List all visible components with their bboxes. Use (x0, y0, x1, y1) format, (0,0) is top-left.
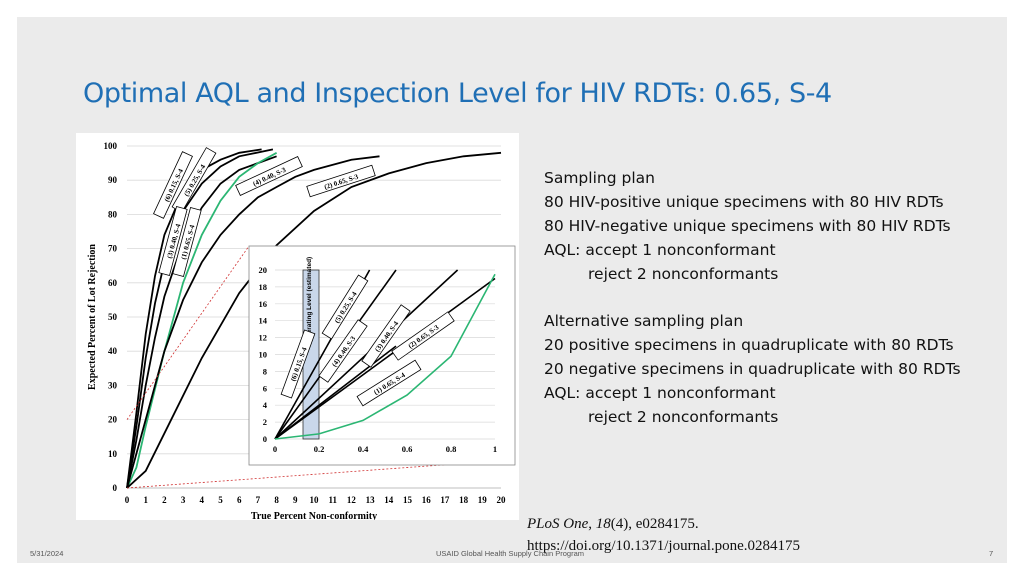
series-label: (4) 0.40, S-3 (235, 156, 303, 196)
y-tick-label: 80 (108, 209, 118, 219)
inset-y-tick-label: 0 (263, 434, 267, 444)
x-tick-label: 8 (274, 495, 279, 505)
slide-title: Optimal AQL and Inspection Level for HIV… (83, 78, 832, 109)
series-label-box (321, 274, 369, 340)
inset-y-tick-label: 2 (263, 417, 267, 427)
series-label-box (158, 206, 188, 276)
sampling-plan-heading: Sampling plan (544, 169, 655, 187)
y-tick-label: 40 (108, 346, 118, 356)
alt-plan-block: Alternative sampling plan 20 positive sp… (544, 309, 961, 429)
series-line (126, 155, 380, 489)
inset-y-tick-label: 8 (263, 366, 267, 376)
y-tick-label: 10 (108, 449, 118, 459)
footer-date: 5/31/2024 (30, 549, 64, 558)
zoom-connector (126, 245, 250, 420)
x-tick-label: 5 (218, 495, 223, 505)
footer-org: USAID Global Health Supply Chain Program (436, 549, 584, 558)
series-label-box (235, 156, 303, 196)
x-tick-label: 2 (162, 495, 167, 505)
inset-y-tick-label: 12 (259, 333, 268, 343)
series-label-box (306, 164, 376, 198)
inset-x-tick-label: 0 (273, 444, 277, 454)
inset-x-tick-label: 0.4 (358, 444, 369, 454)
inset-series-line (274, 277, 496, 440)
y-axis-label: Expected Percent of Lot Rejection (87, 244, 98, 390)
sampling-plan-line: reject 2 nonconformants (588, 265, 779, 283)
alt-plan-line: 20 positive specimens in quadruplicate w… (544, 336, 954, 354)
x-tick-label: 15 (403, 495, 413, 505)
y-tick-label: 60 (108, 278, 118, 288)
inset-y-tick-label: 14 (259, 316, 268, 326)
series-label-box (153, 151, 193, 219)
sampling-plan-line: 80 HIV-negative unique specimens with 80… (544, 217, 951, 235)
x-tick-label: 10 (310, 495, 320, 505)
y-tick-label: 0 (113, 483, 118, 493)
x-tick-label: 11 (328, 495, 337, 505)
x-tick-label: 9 (293, 495, 298, 505)
inset-y-tick-label: 20 (259, 265, 268, 275)
y-tick-label: 50 (108, 312, 118, 322)
series-label-box (391, 311, 455, 361)
x-tick-label: 18 (459, 495, 469, 505)
series-line (126, 152, 278, 489)
series-label-box (318, 319, 368, 383)
y-tick-label: 100 (104, 141, 118, 151)
inset-series-line (274, 273, 496, 440)
y-tick-label: 20 (108, 415, 118, 425)
series-line (126, 151, 502, 489)
alt-plan-line: AQL: accept 1 nonconformant (544, 384, 776, 402)
inset-frame (248, 245, 516, 466)
operating-level-label: Operating Level (estimated) (306, 257, 313, 343)
inset-x-tick-label: 0.6 (402, 444, 413, 454)
series-label-box (280, 329, 316, 399)
alt-plan-line: reject 2 nonconformants (588, 408, 779, 426)
alt-plan-line: 20 negative specimens in quadruplicate w… (544, 360, 961, 378)
sampling-plan-block: Sampling plan 80 HIV-positive unique spe… (544, 166, 951, 286)
series-label-box (356, 359, 422, 407)
footer-page-number: 7 (989, 549, 994, 558)
x-tick-label: 4 (200, 495, 205, 505)
sampling-plan-line: AQL: accept 1 nonconformant (544, 241, 776, 259)
x-tick-label: 17 (440, 495, 450, 505)
x-tick-label: 12 (347, 495, 357, 505)
y-tick-label: 30 (108, 380, 118, 390)
x-tick-label: 3 (181, 495, 186, 505)
inset-x-tick-label: 0.8 (446, 444, 457, 454)
x-tick-label: 7 (256, 495, 261, 505)
series-label-box (172, 207, 202, 277)
inset-y-tick-label: 10 (259, 350, 268, 360)
alt-plan-heading: Alternative sampling plan (544, 312, 744, 330)
citation: PLoS One, 18(4), e0284175. https://doi.o… (527, 513, 800, 557)
x-tick-label: 6 (237, 495, 242, 505)
x-tick-label: 13 (366, 495, 376, 505)
y-tick-label: 70 (108, 244, 118, 254)
inset-y-tick-label: 6 (263, 383, 267, 393)
sampling-plan-line: 80 HIV-positive unique specimens with 80… (544, 193, 944, 211)
inset-y-tick-label: 4 (263, 400, 268, 410)
inset-y-tick-label: 18 (259, 282, 268, 292)
citation-journal: PLoS One (527, 516, 589, 532)
citation-ref: PLoS One, 18(4), e0284175. (527, 516, 699, 532)
inset-x-tick-label: 1 (493, 444, 497, 454)
citation-doi[interactable]: https://doi.org/10.1371/journal.pone.028… (527, 538, 801, 554)
x-tick-label: 14 (384, 495, 394, 505)
inset-x-tick-label: 0.2 (314, 444, 325, 454)
x-tick-label: 16 (422, 495, 432, 505)
x-tick-label: 20 (497, 495, 507, 505)
x-tick-label: 0 (125, 495, 130, 505)
series-label-box (361, 304, 411, 368)
x-tick-label: 1 (143, 495, 148, 505)
x-axis-label: True Percent Non-conformity (251, 511, 377, 520)
oc-chart: 0 10 20 30 40 50 60 70 80 90 100 0 1 2 3 4 5 6 7 8 9 10 11 12 13… (76, 133, 519, 520)
citation-volume: 18 (595, 516, 611, 532)
series-line (126, 148, 262, 489)
inset-y-tick-label: 16 (259, 299, 268, 309)
x-tick-label: 19 (478, 495, 488, 505)
citation-rest: (4), e0284175. (610, 516, 699, 532)
y-tick-label: 90 (108, 175, 118, 185)
